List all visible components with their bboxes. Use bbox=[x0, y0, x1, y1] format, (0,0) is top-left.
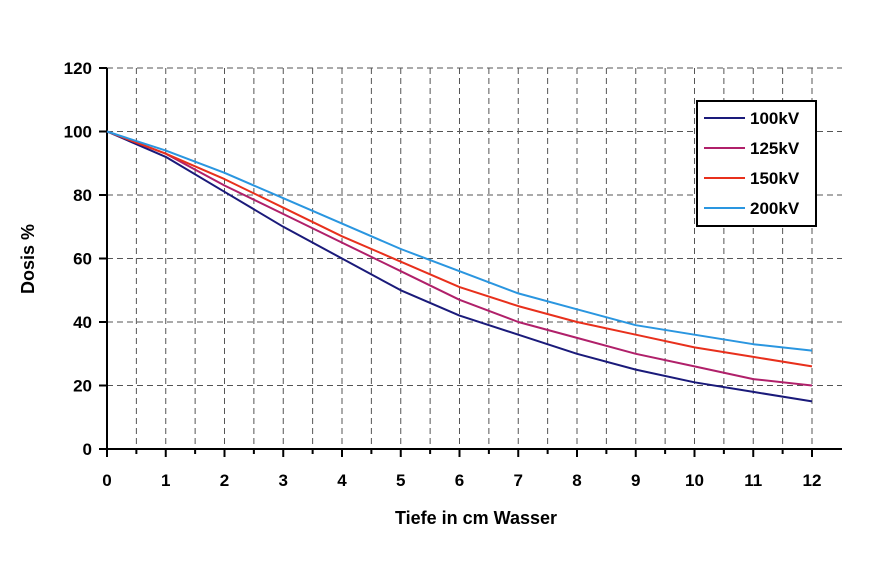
legend-label-125kV: 125kV bbox=[750, 139, 800, 158]
series-line-150kV bbox=[106, 130, 813, 368]
y-tick-label: 40 bbox=[73, 313, 92, 332]
y-tick-labels: 0 20 40 60 80 100 120 bbox=[64, 59, 92, 459]
legend-label-150kV: 150kV bbox=[750, 169, 800, 188]
x-tick-label: 2 bbox=[220, 471, 229, 490]
x-tick-label: 5 bbox=[396, 471, 405, 490]
legend-items: 100kV 125kV 150kV 200kV bbox=[704, 109, 800, 218]
x-tick-label: 12 bbox=[803, 471, 822, 490]
y-tick-label: 0 bbox=[83, 440, 92, 459]
x-tick-label: 9 bbox=[631, 471, 640, 490]
y-tick-label: 60 bbox=[73, 250, 92, 269]
series-line-125kV bbox=[106, 130, 813, 387]
series-lines bbox=[106, 130, 813, 403]
legend: 100kV 125kV 150kV 200kV bbox=[696, 100, 817, 227]
series-line-200kV bbox=[106, 130, 813, 352]
y-tick-label: 120 bbox=[64, 59, 92, 78]
x-tick-label: 8 bbox=[572, 471, 581, 490]
legend-label-100kV: 100kV bbox=[750, 109, 800, 128]
x-tick-label: 10 bbox=[685, 471, 704, 490]
y-tick-label: 20 bbox=[73, 377, 92, 396]
y-axis-title: Dosis % bbox=[18, 224, 38, 294]
y-tick-label: 80 bbox=[73, 186, 92, 205]
x-tick-labels: 0 1 2 3 4 5 6 7 8 9 10 11 12 bbox=[102, 471, 821, 490]
x-tick-label: 1 bbox=[161, 471, 170, 490]
series-line-100kV bbox=[106, 130, 813, 403]
x-tick-label: 6 bbox=[455, 471, 464, 490]
x-axis-title: Tiefe in cm Wasser bbox=[395, 508, 557, 528]
y-tick-label: 100 bbox=[64, 123, 92, 142]
x-tick-label: 11 bbox=[744, 471, 762, 490]
x-tick-label: 0 bbox=[102, 471, 111, 490]
x-tick-label: 7 bbox=[514, 471, 523, 490]
x-tick-label: 3 bbox=[279, 471, 288, 490]
legend-label-200kV: 200kV bbox=[750, 199, 800, 218]
legend-box bbox=[696, 100, 817, 227]
x-tick-label: 4 bbox=[337, 471, 347, 490]
